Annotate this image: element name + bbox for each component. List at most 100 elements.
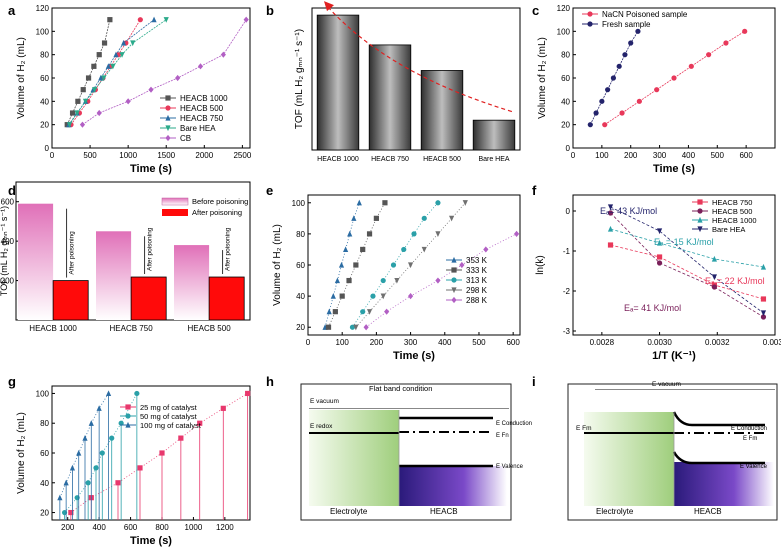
panel-label-b: b xyxy=(266,3,274,18)
x-tick-label: HEACB 750 xyxy=(110,324,154,333)
series-heacb-500 xyxy=(607,210,767,320)
x-tick-label: HEACB 750 xyxy=(371,156,409,163)
data-point xyxy=(107,17,113,23)
data-point xyxy=(760,310,767,317)
legend-label: CB xyxy=(180,134,191,143)
data-point xyxy=(220,405,226,411)
chart-d: 200 400 600 After poisoning HEACB 1000 After … xyxy=(0,181,251,333)
series-line xyxy=(610,206,764,314)
series-313-k xyxy=(349,200,441,330)
x-tick-label: HEACB 1000 xyxy=(29,324,77,333)
data-point xyxy=(326,308,332,315)
electrolyte-region-i xyxy=(584,412,674,506)
y-tick-label: 20 xyxy=(296,323,305,332)
legend-label: Before poisoning xyxy=(192,197,248,206)
h-electrolyte-label: Electrolyte xyxy=(330,507,368,516)
data-point xyxy=(85,480,91,486)
y-tick-label: 0 xyxy=(566,207,571,216)
data-point xyxy=(101,75,107,82)
x-tick-label: HEACB 500 xyxy=(188,324,232,333)
y-axis-label: Volume of H₂ (mL) xyxy=(537,37,548,119)
data-point xyxy=(76,449,82,456)
data-point xyxy=(711,284,718,290)
data-point xyxy=(137,465,143,471)
activation-energy-label: Eₐ = 22 KJ/mol xyxy=(705,276,765,286)
data-point xyxy=(656,228,663,235)
data-point xyxy=(370,293,376,299)
series-25-mg-of-catalyst xyxy=(68,390,251,520)
data-point xyxy=(610,75,617,81)
y-tick-label: 100 xyxy=(36,27,50,36)
x-axis-label: Time (s) xyxy=(393,350,435,362)
plot-frame xyxy=(307,194,521,336)
bar xyxy=(472,119,516,151)
data-point xyxy=(69,464,76,471)
legend-label: HEACB 750 xyxy=(712,198,752,207)
x-tick-label: 2000 xyxy=(195,151,213,160)
x-tick-label: 0 xyxy=(50,151,55,160)
y-tick-label: 120 xyxy=(36,4,50,13)
data-point xyxy=(69,110,76,116)
data-point xyxy=(68,509,74,516)
data-point xyxy=(120,39,127,46)
series-cb xyxy=(79,16,249,128)
y-axis-label: Volume of H₂ (mL) xyxy=(16,412,27,494)
series-line xyxy=(355,202,466,328)
data-point xyxy=(760,314,767,320)
legend-marker xyxy=(165,134,171,142)
data-point xyxy=(760,296,767,302)
data-point xyxy=(330,293,336,299)
h-fn-label: E Fn xyxy=(496,433,509,439)
series-line xyxy=(82,19,247,125)
data-point xyxy=(435,200,441,206)
y-tick-label: 20 xyxy=(561,121,570,130)
data-point xyxy=(99,450,105,456)
panel-label-d: d xyxy=(8,183,16,198)
y-tick-label: 60 xyxy=(296,261,305,270)
data-point xyxy=(220,51,226,58)
data-point xyxy=(338,261,345,268)
x-tick-label: 500 xyxy=(83,151,97,160)
chart-g: 200 400 600 800 1000 1200 20 40 60 80 100 Time (s) V… xyxy=(16,385,251,547)
x-tick-label: 200 xyxy=(624,151,638,160)
legend-label: 50 mg of catalyst xyxy=(140,412,198,421)
x-tick-label: Bare HEA xyxy=(478,156,509,163)
heacb-region-i xyxy=(674,462,774,506)
series-heacb-1000 xyxy=(607,225,767,270)
y-axis-label: Volume of H₂ (mL) xyxy=(16,37,27,119)
x-tick-label: 1500 xyxy=(157,151,175,160)
y-axis-label: TOF (mL H₂ gₘₙ⁻¹ s⁻¹) xyxy=(0,206,9,296)
data-point xyxy=(332,309,338,315)
legend-label: HEACB 1000 xyxy=(712,216,757,225)
electrolyte-region xyxy=(309,410,399,506)
x-tick-label: 500 xyxy=(711,151,725,160)
data-point xyxy=(656,260,663,266)
y-tick-label: 40 xyxy=(561,97,570,106)
h-redox-label: E redox xyxy=(310,423,333,430)
data-point xyxy=(347,230,353,237)
data-point xyxy=(587,122,593,128)
data-point xyxy=(178,435,184,441)
data-point xyxy=(607,204,614,211)
i-fm-right-label: E Fm xyxy=(743,436,757,442)
chart-b: HEACB 1000 HEACB 750 HEACB 500 Bare HEA TOF … xyxy=(294,1,521,163)
data-point xyxy=(462,200,468,206)
data-point xyxy=(607,242,614,248)
legend-marker xyxy=(451,256,457,263)
data-point xyxy=(390,262,397,268)
series-line xyxy=(610,228,764,268)
series-line xyxy=(70,19,141,125)
y-tick-label: 60 xyxy=(40,449,49,458)
heacb-region xyxy=(399,466,507,506)
data-point xyxy=(636,98,642,104)
data-point xyxy=(75,98,81,104)
data-point xyxy=(411,231,417,237)
data-point xyxy=(88,420,94,426)
data-point xyxy=(706,52,712,58)
data-point xyxy=(346,277,352,284)
annotation-after-poisoning: After poisoning xyxy=(69,231,76,275)
data-point xyxy=(96,405,102,411)
panel-label-h: h xyxy=(266,374,274,389)
